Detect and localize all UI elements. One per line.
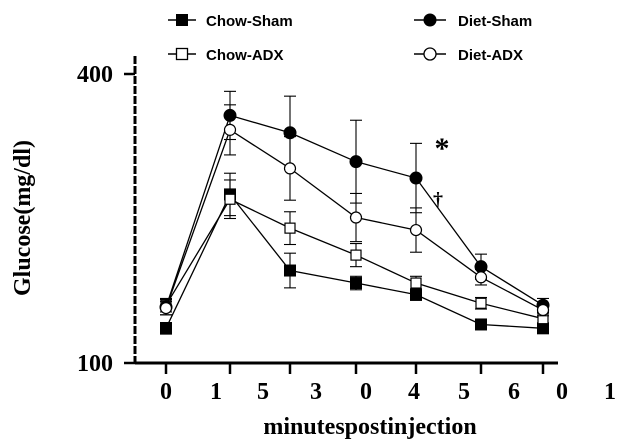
data-point <box>349 155 363 169</box>
data-point <box>160 322 172 335</box>
data-point <box>409 223 423 237</box>
legend-item-chow-sham: Chow-Sham <box>168 13 293 30</box>
significance-dagger: † <box>433 189 443 211</box>
y-axis-label: Glucose(mg/dl) <box>10 140 36 296</box>
data-point <box>410 277 422 289</box>
data-point <box>224 193 236 205</box>
series-diet-adx <box>159 104 550 317</box>
data-point <box>474 271 488 284</box>
x-tick-label: 5 <box>257 379 269 405</box>
data-point <box>349 211 363 224</box>
legend-marker-diet-sham <box>423 13 437 27</box>
legend: Chow-Sham Chow-ADX Diet-Sham Diet-ADX <box>168 13 532 64</box>
y-tick-label: 100 <box>77 351 113 377</box>
legend-label-chow-adx: Chow-ADX <box>206 47 284 64</box>
data-point <box>410 288 422 301</box>
legend-marker-chow-adx <box>175 47 189 61</box>
significance-asterisk: * <box>435 132 450 165</box>
data-point <box>475 318 487 331</box>
data-point <box>350 249 362 261</box>
series-layer <box>159 90 550 335</box>
x-tick-label: 0 <box>360 379 372 405</box>
x-tick-label: 1 <box>604 379 616 405</box>
x-tick-label: 6 <box>508 379 520 405</box>
data-point <box>283 126 297 140</box>
tick-labels: 100 400 0 1 5 3 0 4 5 6 0 1 <box>77 62 616 405</box>
x-tick-label: 5 <box>458 379 470 405</box>
legend-item-diet-sham: Diet-Sham <box>414 13 532 30</box>
data-point <box>350 277 362 290</box>
legend-label-diet-adx: Diet-ADX <box>458 47 523 64</box>
legend-marker-chow-sham <box>176 14 188 26</box>
data-point <box>284 222 296 234</box>
series-chow-adx <box>160 179 549 326</box>
data-point <box>159 301 173 315</box>
axes <box>124 56 558 374</box>
data-point <box>284 264 296 277</box>
annotations: *† <box>433 132 450 211</box>
legend-marker-diet-adx <box>423 47 437 61</box>
x-axis-label: minutespostinjection <box>263 414 476 440</box>
legend-label-chow-sham: Chow-Sham <box>206 13 293 30</box>
x-tick-label: 4 <box>408 379 420 405</box>
x-tick-label: 0 <box>160 379 172 405</box>
legend-item-diet-adx: Diet-ADX <box>414 47 523 64</box>
data-point <box>537 322 549 335</box>
data-point <box>409 171 423 185</box>
data-point <box>475 297 487 309</box>
x-tick-label: 3 <box>310 379 322 405</box>
legend-item-chow-adx: Chow-ADX <box>168 47 284 64</box>
x-tick-label: 1 <box>210 379 222 405</box>
data-point <box>223 123 237 136</box>
y-tick-label: 400 <box>77 62 113 88</box>
data-point <box>536 303 550 317</box>
legend-label-diet-sham: Diet-Sham <box>458 13 532 30</box>
x-tick-label: 0 <box>556 379 568 405</box>
data-point <box>283 162 297 175</box>
